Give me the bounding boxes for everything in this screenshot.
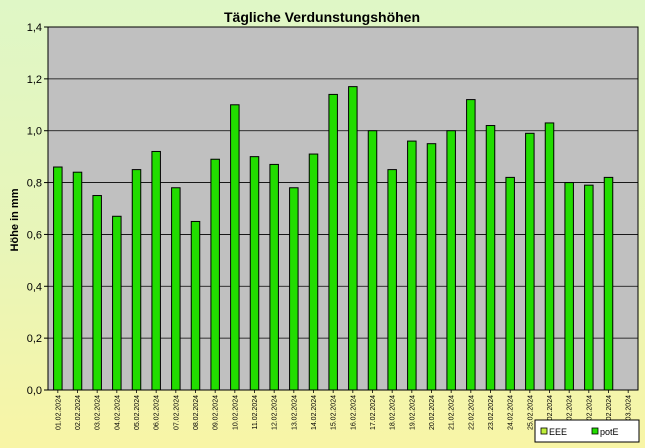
x-tick-label: 04.02.2024	[114, 395, 121, 430]
bar-pote	[190, 220, 201, 391]
bars	[53, 86, 614, 391]
bar-pote	[407, 140, 417, 391]
gridlines	[44, 26, 638, 391]
plot-area-layer	[47, 26, 639, 391]
legend-swatch-pote	[591, 427, 599, 435]
x-tick-label: 29.02.2024	[606, 395, 613, 430]
y-tick-label: 1,2	[27, 74, 42, 86]
bar-pote	[72, 171, 83, 391]
x-axis-ticks: 01.02.2024 02.02.2024 03.02.2024 04.02.2024…	[55, 390, 633, 430]
x-tick-label: 25.02.2024	[527, 395, 534, 430]
x-tick-label: 13.02.2024	[291, 395, 298, 430]
y-tick-label: 1,0	[27, 126, 42, 138]
x-tick-label: 27.02.2024	[567, 395, 574, 430]
x-tick-label: 20.02.2024	[429, 395, 436, 430]
legend-swatch-eee	[540, 427, 548, 435]
bar-pote	[485, 125, 496, 391]
bar-pote	[426, 143, 437, 391]
x-tick-label: 02.02.2024	[75, 395, 82, 430]
bar-pote	[171, 187, 181, 391]
bar-pote	[387, 169, 397, 391]
bar-pote	[230, 104, 240, 391]
x-tick-label: 15.02.2024	[331, 395, 338, 430]
bar-pote	[367, 130, 378, 391]
bar-pote	[131, 169, 142, 391]
legend-label-pote: potE	[600, 427, 619, 437]
x-tick-label: 28.02.2024	[586, 395, 593, 430]
y-tick-label: 1,4	[27, 22, 42, 34]
x-tick-label: 26.02.2024	[547, 395, 554, 430]
y-tick-label: 0,6	[27, 229, 42, 241]
x-tick-label: 09.02.2024	[213, 395, 220, 430]
bar-pote	[446, 130, 456, 391]
y-axis-label: Höhe in mm	[9, 188, 21, 251]
x-tick-label: 01.03.2024	[626, 395, 633, 430]
y-tick-label: 0,2	[27, 333, 42, 345]
y-tick-label: 0,8	[27, 178, 42, 190]
legend-label-eee: EEE	[549, 427, 567, 437]
bar-pote	[308, 153, 319, 391]
bar-pote	[210, 158, 220, 391]
legend-box	[534, 419, 640, 443]
x-tick-label: 05.02.2024	[134, 395, 141, 430]
x-tick-label: 06.02.2024	[154, 395, 161, 430]
x-tick-label: 10.02.2024	[232, 395, 239, 430]
y-tick-label: 0,0	[27, 385, 42, 397]
bar-pote	[584, 184, 594, 391]
bar-pote	[603, 176, 614, 391]
x-tick-label: 11.02.2024	[252, 395, 259, 430]
x-tick-label: 03.02.2024	[95, 395, 102, 430]
legend: EEE potE	[534, 419, 640, 443]
chart-title: Tägliche Verdunstungshöhen	[224, 9, 420, 25]
bar-pote	[249, 156, 260, 391]
x-tick-label: 14.02.2024	[311, 395, 318, 430]
x-tick-label: 24.02.2024	[508, 395, 515, 430]
y-tick-label: 0,4	[27, 281, 42, 293]
bar-pote	[151, 150, 161, 391]
bar-pote	[328, 93, 338, 391]
x-tick-label: 07.02.2024	[173, 395, 180, 430]
bar-pote	[269, 163, 279, 391]
x-tick-label: 23.02.2024	[488, 395, 495, 430]
x-tick-label: 18.02.2024	[390, 395, 397, 430]
bar-pote	[525, 132, 535, 391]
x-tick-label: 22.02.2024	[468, 395, 475, 430]
x-tick-label: 16.02.2024	[350, 395, 357, 430]
x-tick-label: 17.02.2024	[370, 395, 377, 430]
x-tick-label: 19.02.2024	[409, 395, 416, 430]
bar-pote	[53, 166, 63, 391]
bar-pote	[112, 215, 122, 391]
x-tick-label: 12.02.2024	[272, 395, 279, 430]
bar-pote	[289, 187, 299, 391]
bar-pote	[505, 176, 515, 391]
x-tick-label: 08.02.2024	[193, 395, 200, 430]
bar-pote	[564, 182, 574, 391]
bar-pote	[92, 195, 102, 391]
bar-pote	[348, 86, 358, 391]
x-tick-label: 21.02.2024	[449, 395, 456, 430]
bar-pote	[544, 122, 555, 391]
x-tick-label: 01.02.2024	[55, 395, 62, 430]
plot-area	[47, 26, 639, 391]
y-axis-ticks: 0,0 0,2 0,4 0,6 0,8 1,0 1,2 1,4	[27, 22, 42, 397]
bar-pote	[466, 99, 476, 391]
